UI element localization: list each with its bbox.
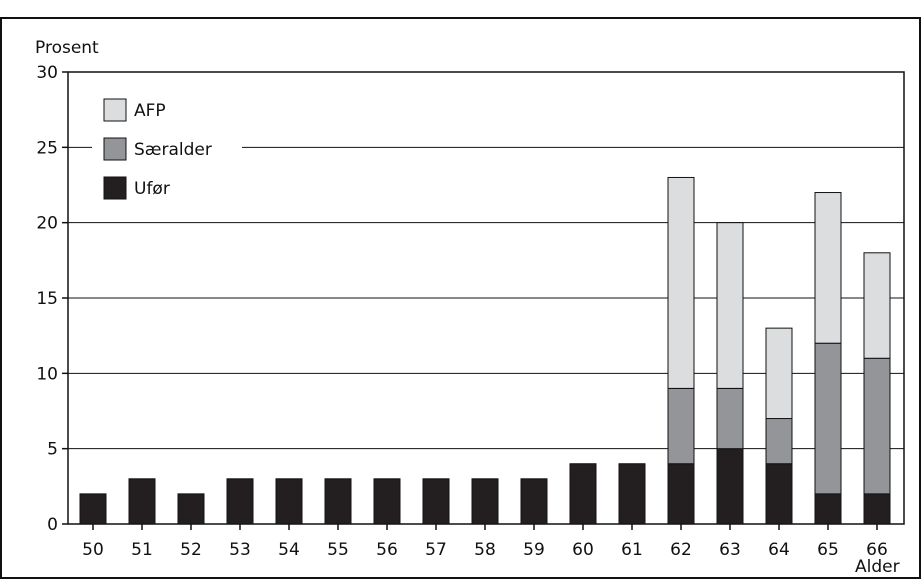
y-tick-label: 10 (36, 364, 58, 384)
x-tick-label: 55 (327, 540, 349, 560)
bar-segment-ufør (226, 478, 254, 525)
x-tick-labels: 50 51 52 53 54 55 56 57 58 59 60 61 62 63 64 65 66 (82, 524, 888, 560)
x-tick-label: 59 (523, 540, 545, 560)
bar-segment-ufør (863, 493, 891, 525)
chart-border (0, 17, 921, 579)
x-tick-label: 53 (229, 540, 251, 560)
y-axis-label: Prosent (35, 38, 99, 58)
bar-segment-afp (863, 252, 891, 359)
grid-lines (68, 146, 904, 450)
y-tick-label: 5 (47, 440, 58, 460)
y-tick-label: 0 (47, 515, 58, 535)
x-tick-label: 51 (131, 540, 153, 560)
bar-segment-særalder (667, 387, 695, 465)
bar-segment-ufør (79, 493, 107, 525)
legend-label: Ufør (134, 179, 170, 199)
bar-segment-ufør (471, 478, 499, 525)
bar-segment-ufør (814, 493, 842, 525)
x-tick-label: 64 (768, 540, 790, 560)
bar-segment-ufør (618, 463, 646, 525)
bar-segment-ufør (765, 463, 793, 525)
x-tick-label: 56 (376, 540, 398, 560)
bar-segment-ufør (324, 478, 352, 525)
legend-label: AFP (134, 101, 166, 121)
bar-segment-særalder (814, 342, 842, 495)
bar-segment-ufør (569, 463, 597, 525)
x-tick-label: 66 (866, 540, 888, 560)
x-axis-label: Alder (855, 557, 900, 577)
bar-segment-særalder (765, 418, 793, 465)
bar-segment-særalder (716, 387, 744, 450)
bar-segment-afp (814, 192, 842, 344)
legend-swatch (103, 137, 127, 161)
bar-segment-ufør (177, 493, 205, 525)
bar-segment-afp (667, 176, 695, 389)
bar-segment-ufør (128, 478, 156, 525)
x-tick-label: 52 (180, 540, 202, 560)
legend-label: Særalder (134, 140, 212, 160)
x-tick-label: 63 (719, 540, 741, 560)
bar-segment-ufør (373, 478, 401, 525)
x-tick-label: 54 (278, 540, 300, 560)
bar-segment-ufør (422, 478, 450, 525)
bar-segment-særalder (863, 357, 891, 495)
legend: AFP Særalder Ufør (92, 90, 242, 200)
bar-segment-afp (765, 327, 793, 420)
bar-segment-ufør (716, 448, 744, 525)
x-tick-label: 62 (670, 540, 692, 560)
x-tick-label: 60 (572, 540, 594, 560)
bar-segment-ufør (275, 478, 303, 525)
y-tick-labels: 0 5 10 15 20 25 30 (36, 63, 68, 535)
y-tick-label: 15 (36, 289, 58, 309)
bar-segment-ufør (667, 463, 695, 525)
bar-segment-ufør (520, 478, 548, 525)
legend-swatch (103, 176, 127, 200)
x-tick-label: 58 (474, 540, 496, 560)
legend-swatch (103, 98, 127, 122)
x-tick-label: 50 (82, 540, 104, 560)
y-tick-label: 20 (36, 214, 58, 234)
bar-segment-afp (716, 222, 744, 389)
y-tick-label: 30 (36, 63, 58, 83)
x-tick-label: 65 (817, 540, 839, 560)
bars (79, 176, 891, 525)
y-tick-label: 25 (36, 138, 58, 158)
x-tick-label: 57 (425, 540, 447, 560)
x-tick-label: 61 (621, 540, 643, 560)
